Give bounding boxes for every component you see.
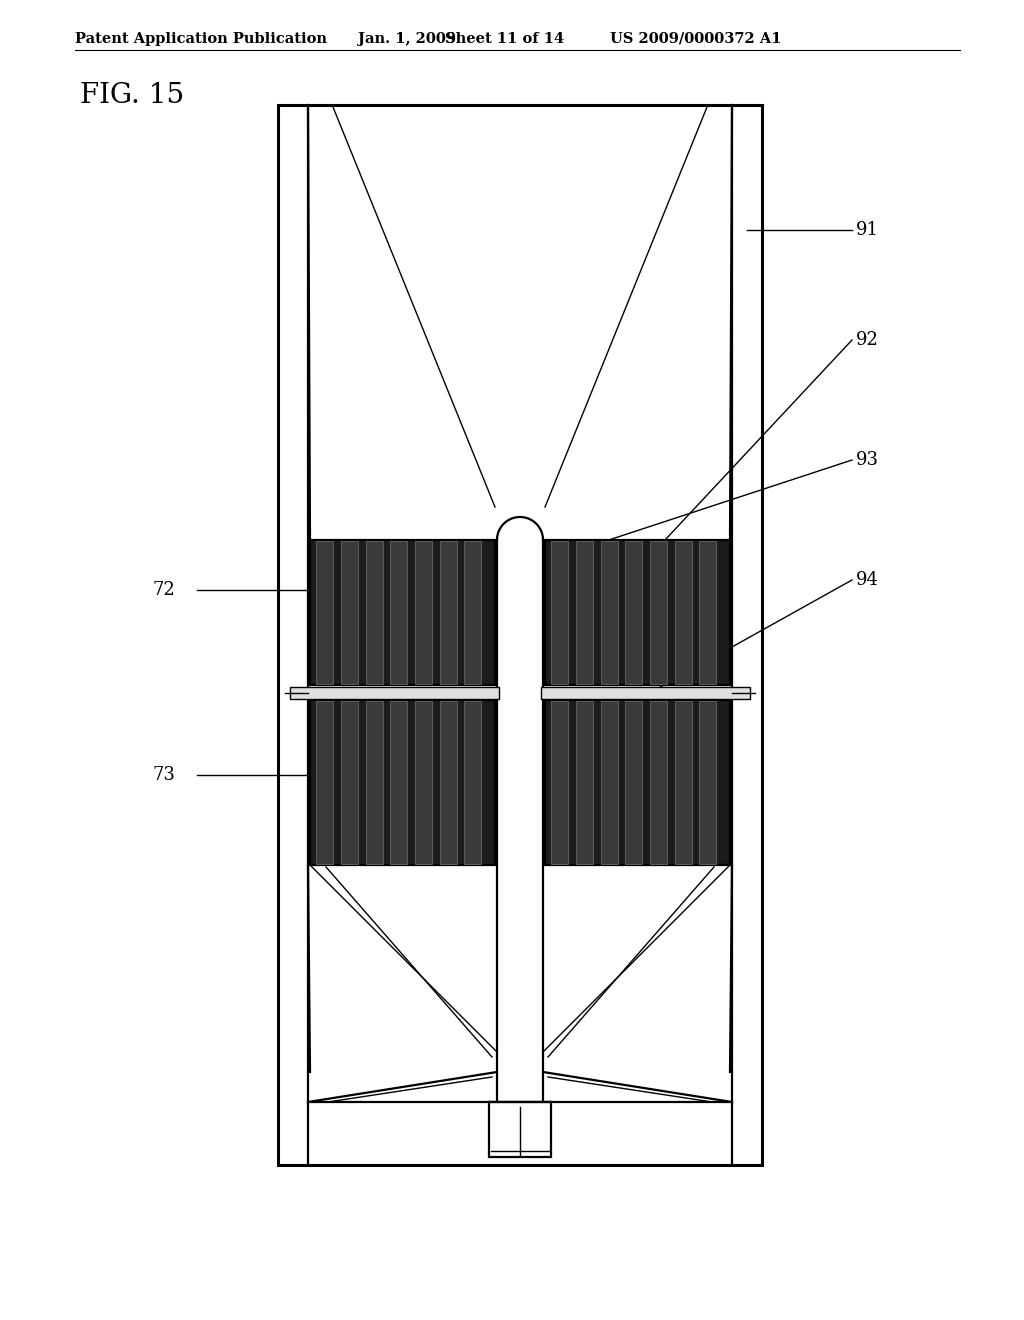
Bar xyxy=(575,541,593,684)
Text: 92: 92 xyxy=(856,331,879,348)
Text: 72: 72 xyxy=(153,581,175,599)
Bar xyxy=(675,541,692,684)
Bar xyxy=(464,701,481,865)
Bar xyxy=(341,541,358,684)
Bar xyxy=(675,701,692,865)
Bar xyxy=(316,541,334,684)
Bar xyxy=(699,541,717,684)
Bar xyxy=(551,701,568,865)
Bar xyxy=(545,700,730,865)
Bar xyxy=(699,701,717,865)
Text: 91: 91 xyxy=(856,220,879,239)
Bar xyxy=(366,541,383,684)
Bar xyxy=(489,1102,551,1158)
Bar xyxy=(439,541,457,684)
Bar xyxy=(650,701,667,865)
Bar xyxy=(464,541,481,684)
Bar xyxy=(341,701,358,865)
Bar xyxy=(650,541,667,684)
Bar xyxy=(290,686,499,698)
Text: US 2009/0000372 A1: US 2009/0000372 A1 xyxy=(610,32,781,46)
Bar xyxy=(366,701,383,865)
Text: 94: 94 xyxy=(856,572,879,589)
Bar xyxy=(310,540,495,685)
Bar xyxy=(551,541,568,684)
Bar xyxy=(390,701,408,865)
Bar xyxy=(575,701,593,865)
Bar xyxy=(316,701,334,865)
Text: 93: 93 xyxy=(856,451,879,469)
Text: Jan. 1, 2009: Jan. 1, 2009 xyxy=(358,32,456,46)
Bar xyxy=(390,541,408,684)
Bar xyxy=(600,541,617,684)
Text: Sheet 11 of 14: Sheet 11 of 14 xyxy=(445,32,564,46)
Bar xyxy=(415,701,432,865)
Bar xyxy=(439,701,457,865)
Bar xyxy=(415,541,432,684)
Bar xyxy=(600,701,617,865)
Text: FIG. 15: FIG. 15 xyxy=(80,82,184,110)
Bar xyxy=(310,700,495,865)
Bar xyxy=(626,541,642,684)
Text: Patent Application Publication: Patent Application Publication xyxy=(75,32,327,46)
Bar xyxy=(541,686,750,698)
Text: 73: 73 xyxy=(153,766,175,784)
Bar xyxy=(545,540,730,685)
Bar xyxy=(626,701,642,865)
Bar xyxy=(278,106,762,1166)
